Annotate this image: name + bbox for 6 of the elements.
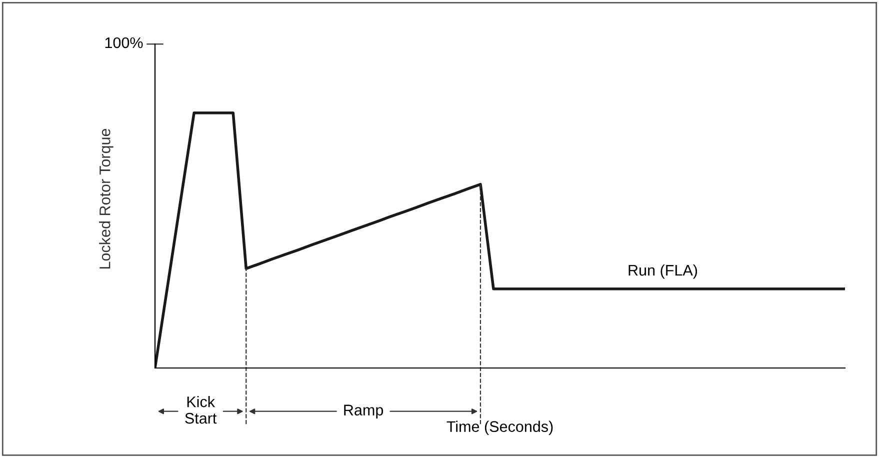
annotation: Run (FLA) — [628, 264, 698, 279]
y-axis-title: Locked Rotor Torque — [99, 128, 114, 269]
text: Ramp — [344, 404, 384, 418]
text: 100% — [105, 37, 143, 48]
text: Kick Start — [185, 396, 217, 424]
x-axis-title: Time (Seconds) — [446, 420, 553, 436]
